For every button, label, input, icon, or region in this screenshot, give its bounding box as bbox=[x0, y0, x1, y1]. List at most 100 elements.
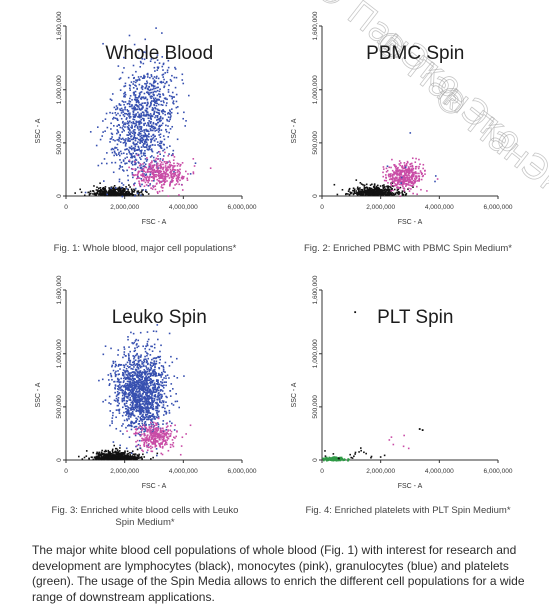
data-point bbox=[166, 437, 169, 439]
data-point bbox=[164, 110, 166, 113]
data-point bbox=[163, 110, 165, 113]
data-point bbox=[157, 121, 160, 124]
data-point bbox=[131, 410, 134, 413]
data-point bbox=[359, 187, 361, 189]
data-point bbox=[125, 411, 127, 413]
data-point bbox=[397, 191, 400, 193]
data-point bbox=[103, 188, 106, 190]
data-point bbox=[120, 193, 123, 195]
data-point bbox=[138, 182, 141, 185]
data-point bbox=[148, 376, 150, 379]
data-point bbox=[122, 109, 124, 111]
data-point bbox=[121, 187, 124, 189]
data-point bbox=[152, 82, 155, 84]
data-point bbox=[150, 424, 153, 427]
data-point bbox=[128, 407, 130, 409]
data-point bbox=[130, 414, 132, 417]
data-point bbox=[150, 407, 153, 409]
data-point bbox=[144, 416, 147, 419]
data-point bbox=[132, 400, 134, 403]
data-point bbox=[142, 175, 144, 178]
data-point bbox=[127, 137, 130, 139]
data-point bbox=[146, 143, 149, 146]
data-point bbox=[167, 155, 170, 157]
data-point bbox=[162, 143, 165, 146]
data-point bbox=[173, 165, 175, 168]
data-point bbox=[138, 381, 140, 383]
data-point bbox=[131, 376, 134, 378]
data-point bbox=[143, 142, 146, 145]
data-point bbox=[403, 188, 406, 190]
data-point bbox=[172, 166, 174, 169]
data-point bbox=[167, 166, 169, 169]
data-point bbox=[183, 375, 185, 377]
data-point bbox=[142, 416, 144, 418]
data-point bbox=[134, 433, 137, 435]
data-point bbox=[125, 408, 128, 410]
data-point bbox=[128, 399, 131, 401]
data-point bbox=[140, 407, 143, 410]
data-point bbox=[118, 192, 121, 195]
data-point bbox=[156, 141, 159, 143]
data-point bbox=[168, 120, 170, 123]
data-point bbox=[97, 458, 99, 460]
data-point bbox=[129, 359, 132, 362]
data-point bbox=[123, 189, 126, 191]
data-point bbox=[159, 88, 161, 91]
data-point bbox=[159, 358, 161, 361]
data-point bbox=[132, 379, 134, 382]
data-point bbox=[398, 163, 401, 165]
data-point bbox=[403, 189, 406, 192]
data-point bbox=[366, 189, 369, 191]
data-point bbox=[114, 372, 116, 374]
data-point bbox=[167, 433, 170, 435]
data-point bbox=[387, 182, 389, 184]
data-point bbox=[129, 407, 132, 410]
data-point bbox=[128, 105, 131, 108]
data-point bbox=[112, 171, 115, 174]
data-point bbox=[167, 91, 170, 93]
data-point bbox=[132, 87, 135, 89]
y-tick-label: 1,000,000 bbox=[312, 75, 319, 104]
data-point bbox=[136, 149, 139, 151]
data-point bbox=[146, 394, 149, 397]
data-point bbox=[108, 383, 111, 385]
data-point bbox=[118, 151, 120, 154]
data-point bbox=[407, 167, 410, 170]
data-point bbox=[150, 162, 152, 164]
data-point bbox=[150, 418, 152, 421]
data-point bbox=[119, 77, 122, 79]
data-point bbox=[131, 190, 133, 193]
data-point bbox=[145, 393, 147, 395]
data-point bbox=[123, 190, 126, 193]
data-point bbox=[157, 403, 159, 406]
data-point bbox=[100, 162, 103, 165]
data-point bbox=[137, 154, 140, 157]
data-point bbox=[149, 391, 151, 394]
data-point bbox=[119, 444, 121, 447]
data-point bbox=[174, 424, 176, 427]
data-point bbox=[123, 138, 125, 141]
data-point bbox=[159, 429, 162, 432]
data-point bbox=[410, 174, 413, 177]
data-point bbox=[157, 389, 160, 392]
data-point bbox=[149, 146, 151, 148]
data-point bbox=[148, 130, 150, 133]
data-point bbox=[136, 402, 139, 405]
data-point bbox=[133, 136, 135, 139]
data-point bbox=[134, 94, 137, 96]
plot-pbmc-spin: 0 2,000,000 4,000,000 6,000,000 0 500,000 1,00… bbox=[284, 11, 516, 228]
data-point bbox=[162, 170, 165, 173]
data-point bbox=[421, 172, 423, 175]
data-point bbox=[133, 457, 135, 460]
data-point bbox=[140, 98, 143, 100]
data-point bbox=[146, 157, 148, 159]
data-point bbox=[153, 104, 156, 107]
data-point bbox=[133, 43, 136, 46]
data-point bbox=[151, 164, 154, 167]
data-point bbox=[122, 385, 125, 388]
data-point bbox=[121, 137, 124, 140]
data-point bbox=[145, 409, 147, 411]
data-point bbox=[355, 179, 358, 181]
data-point bbox=[124, 188, 126, 190]
